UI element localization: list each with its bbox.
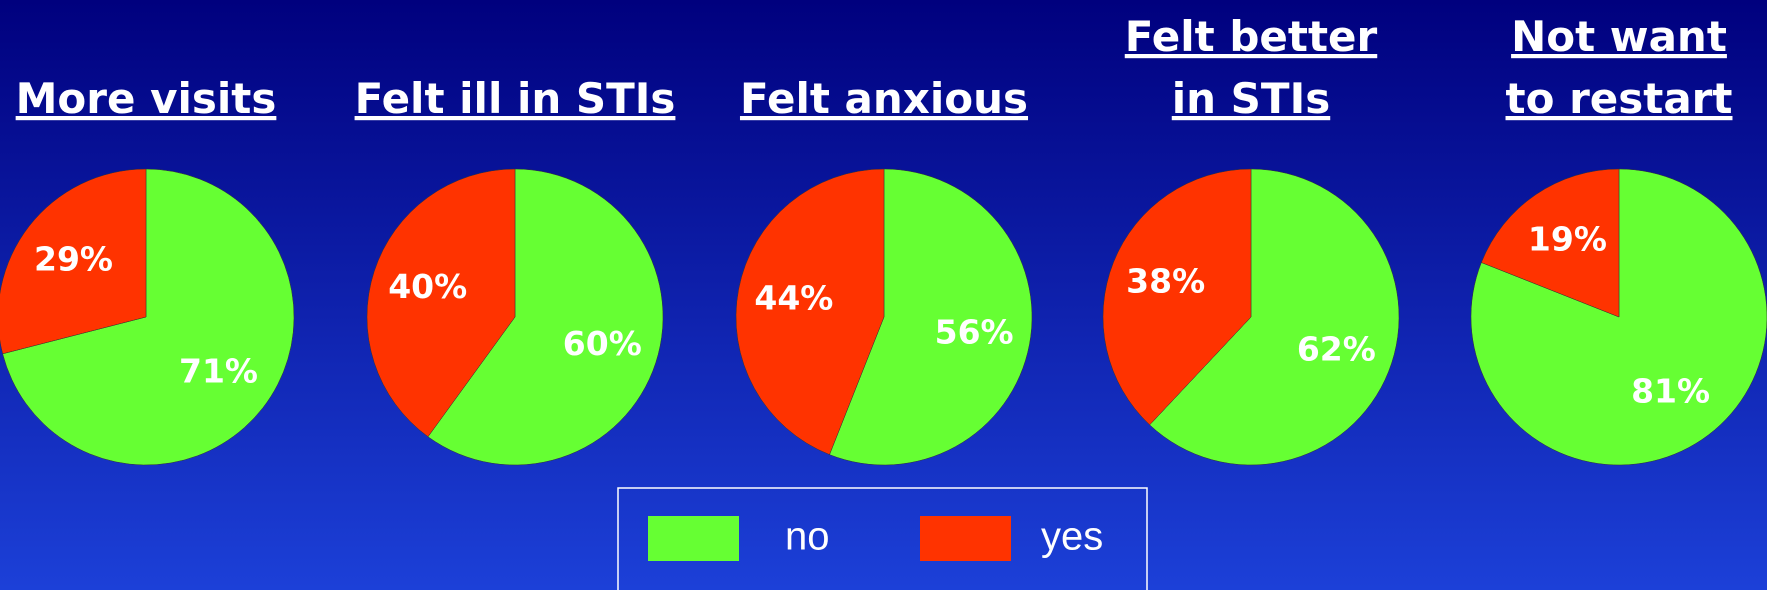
pie-slice <box>829 168 1033 466</box>
legend-box <box>617 487 1148 590</box>
pie-title: Felt ill in STIs <box>355 74 676 123</box>
slice-label: 71% <box>179 352 258 391</box>
slice-label: 56% <box>935 313 1014 352</box>
slice-label: 40% <box>388 267 467 306</box>
slice-label: 62% <box>1297 329 1376 368</box>
pie-slice <box>427 168 664 466</box>
legend-label: no <box>785 515 830 559</box>
legend-label: yes <box>1041 515 1103 559</box>
slice-label: 81% <box>1631 371 1710 410</box>
pie-title: in STIs <box>1172 74 1330 123</box>
pie-title: Felt anxious <box>740 74 1028 123</box>
pie-slice <box>1149 168 1400 466</box>
pie-slice <box>366 168 516 438</box>
legend-swatch <box>920 516 1011 561</box>
pie-title: to restart <box>1506 74 1733 123</box>
slice-label: 29% <box>34 239 113 278</box>
pie-slice <box>735 168 885 455</box>
pie-slice <box>0 168 147 355</box>
pie-slice <box>1481 168 1620 318</box>
slice-label: 38% <box>1126 262 1205 301</box>
pie-slice <box>2 168 295 466</box>
pie-title: Felt better <box>1125 12 1378 61</box>
pie-title: More visits <box>16 74 277 123</box>
slice-label: 19% <box>1528 220 1607 259</box>
pie-slice <box>1102 168 1252 426</box>
pie-title: Not want <box>1511 12 1727 61</box>
legend-swatch <box>648 516 739 561</box>
slice-label: 60% <box>563 324 642 363</box>
slice-label: 44% <box>754 278 833 317</box>
